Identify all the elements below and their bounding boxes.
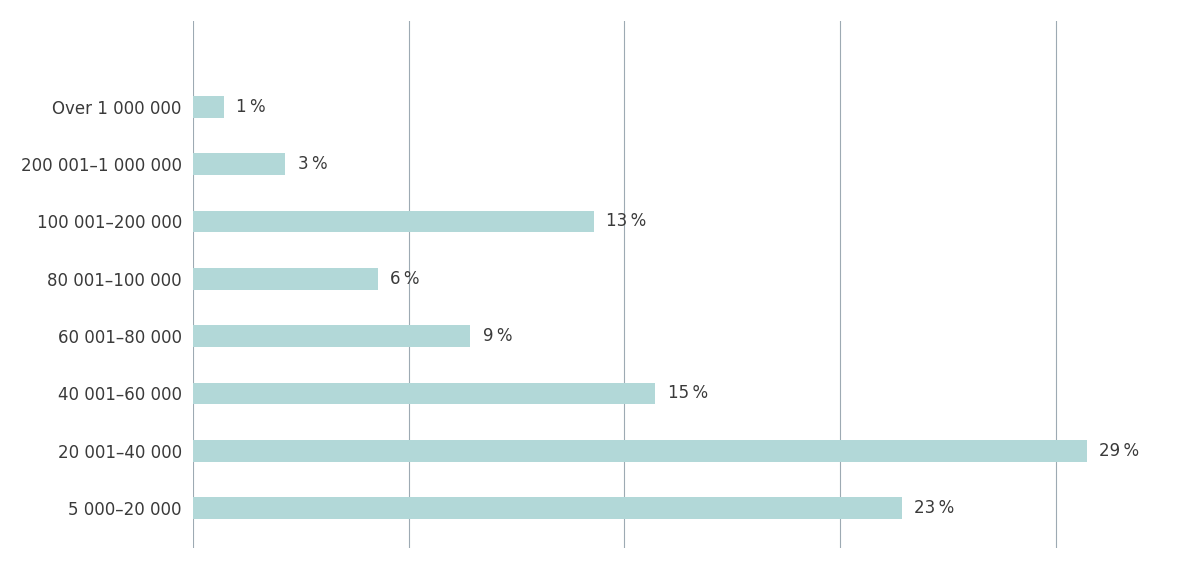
Text: 15 %: 15 % bbox=[667, 385, 708, 402]
Text: 13 %: 13 % bbox=[606, 212, 646, 230]
Text: 1 %: 1 % bbox=[236, 98, 265, 116]
Bar bbox=[193, 96, 223, 118]
Text: 6 %: 6 % bbox=[390, 270, 420, 288]
Text: 9 %: 9 % bbox=[482, 327, 512, 345]
Bar bbox=[193, 268, 378, 290]
Bar bbox=[193, 211, 594, 232]
Bar bbox=[193, 382, 655, 405]
Text: 23 %: 23 % bbox=[914, 499, 954, 517]
Bar bbox=[193, 153, 286, 175]
Bar bbox=[193, 440, 1087, 461]
Bar bbox=[193, 325, 470, 347]
Text: 3 %: 3 % bbox=[298, 155, 328, 173]
Bar bbox=[193, 497, 901, 519]
Text: 29 %: 29 % bbox=[1099, 442, 1139, 460]
